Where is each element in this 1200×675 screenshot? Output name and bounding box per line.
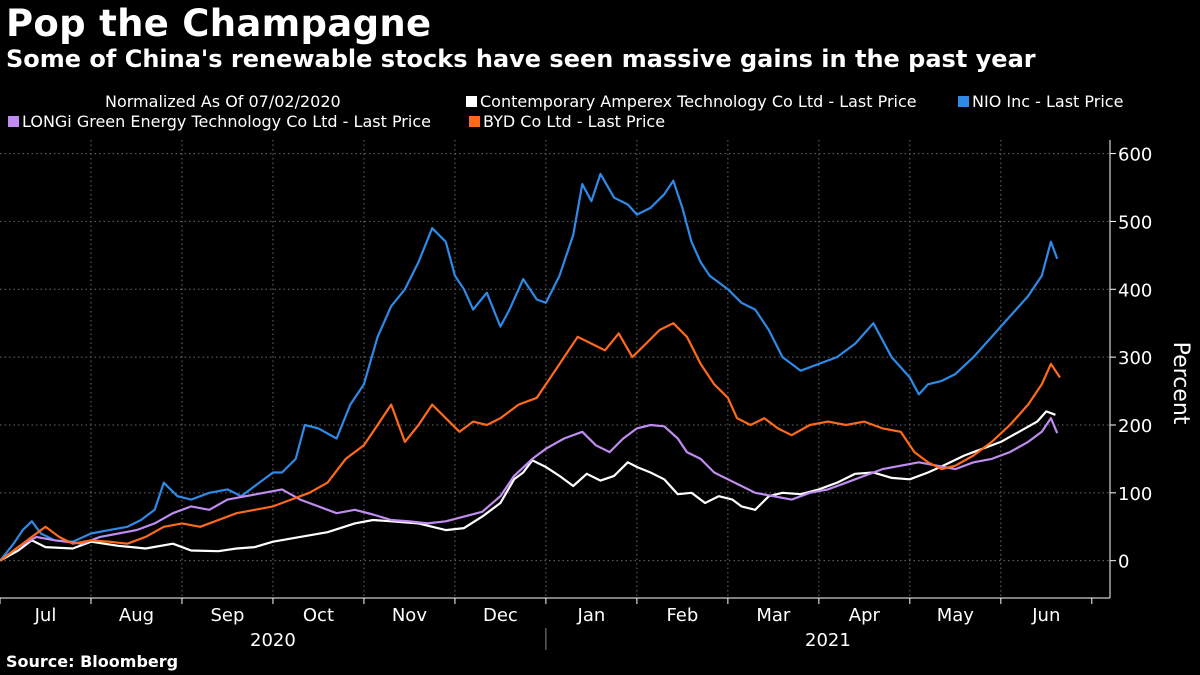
x-tick-label: Aug <box>119 605 154 626</box>
y-tick-label: 400 <box>1118 280 1152 301</box>
x-tick-label: Mar <box>756 605 791 626</box>
grid <box>0 140 1110 598</box>
y-tick-label: 100 <box>1118 484 1152 505</box>
y-tick-label: 500 <box>1118 212 1152 233</box>
legend-swatch <box>8 116 19 127</box>
x-tick-label: Nov <box>392 605 427 626</box>
y-tick-label: 0 <box>1118 552 1129 573</box>
legend-swatch <box>469 116 480 127</box>
series-line-contemporary <box>0 410 1056 562</box>
x-tick-label: Jun <box>1031 605 1060 626</box>
legend-label: BYD Co Ltd - Last Price <box>483 112 665 131</box>
y-axis-label: Percent <box>1168 342 1193 425</box>
axes: 0 100 200 300 400 500 600 Jul Aug Sep Oct Nov Dec Jan… <box>0 140 1152 651</box>
legend-label: Contemporary Amperex Technology Co Ltd -… <box>480 92 917 111</box>
legend-note: Normalized As Of 07/02/2020 <box>105 92 341 111</box>
x-tick-label: Dec <box>483 605 518 626</box>
y-tick-label: 200 <box>1118 416 1152 437</box>
legend-label: LONGi Green Energy Technology Co Ltd - L… <box>22 112 431 131</box>
y-tick-label: 600 <box>1118 145 1152 166</box>
x-tick-label: Oct <box>303 605 334 626</box>
chart-title: Pop the Champagne <box>6 2 432 45</box>
x-tick-label: Apr <box>849 605 881 626</box>
year-label: 2020 <box>250 630 296 651</box>
x-tick-label: May <box>937 605 975 626</box>
legend-swatch <box>466 96 477 107</box>
year-label: 2021 <box>805 630 851 651</box>
legend-swatch <box>958 96 969 107</box>
series-line-nio <box>0 172 1059 562</box>
series-lines <box>0 172 1061 562</box>
x-tick-label: Sep <box>210 605 244 626</box>
chart-subtitle: Some of China's renewable stocks have se… <box>6 45 1036 73</box>
series-line-longi <box>0 417 1059 562</box>
series-line-byd <box>0 322 1061 562</box>
x-tick-label: Feb <box>666 605 698 626</box>
y-tick-label: 300 <box>1118 348 1152 369</box>
source-note: Source: Bloomberg <box>6 652 179 671</box>
x-tick-label: Jan <box>577 605 606 626</box>
x-tick-label: Jul <box>34 605 57 626</box>
legend: Normalized As Of 07/02/2020 Contemporary… <box>8 92 1123 131</box>
legend-label: NIO Inc - Last Price <box>972 92 1123 111</box>
